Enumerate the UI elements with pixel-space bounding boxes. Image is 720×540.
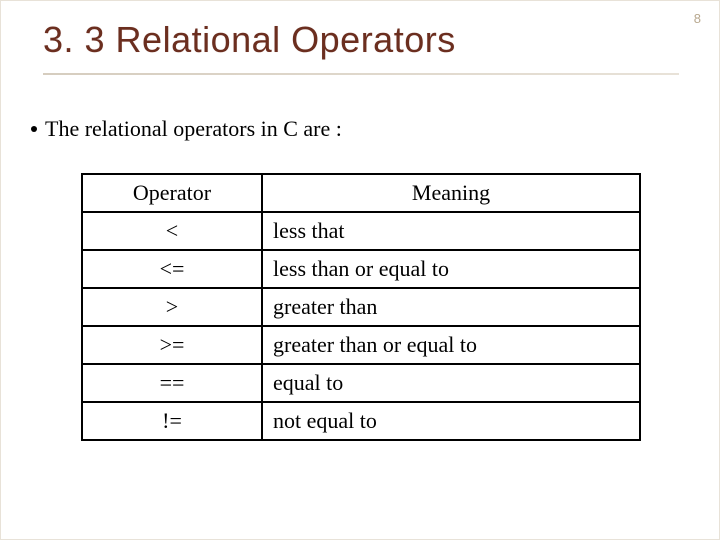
bullet-icon bbox=[31, 126, 37, 132]
bullet-text: The relational operators in C are : bbox=[45, 116, 342, 141]
cell-operator: > bbox=[82, 288, 262, 326]
table-row: == equal to bbox=[82, 364, 640, 402]
table-row: > greater than bbox=[82, 288, 640, 326]
cell-meaning: greater than bbox=[262, 288, 640, 326]
bullet-line: The relational operators in C are : bbox=[31, 116, 342, 142]
cell-meaning: equal to bbox=[262, 364, 640, 402]
table-row: != not equal to bbox=[82, 402, 640, 440]
col-header-meaning: Meaning bbox=[262, 174, 640, 212]
table-row: < less that bbox=[82, 212, 640, 250]
operators-table: Operator Meaning < less that <= less tha… bbox=[81, 173, 641, 441]
cell-operator: >= bbox=[82, 326, 262, 364]
cell-operator: < bbox=[82, 212, 262, 250]
cell-meaning: greater than or equal to bbox=[262, 326, 640, 364]
slide-title: 3. 3 Relational Operators bbox=[43, 19, 456, 61]
cell-operator: <= bbox=[82, 250, 262, 288]
page-number: 8 bbox=[694, 11, 701, 26]
cell-meaning: less than or equal to bbox=[262, 250, 640, 288]
cell-meaning: not equal to bbox=[262, 402, 640, 440]
cell-meaning: less that bbox=[262, 212, 640, 250]
table-row: <= less than or equal to bbox=[82, 250, 640, 288]
table-row: >= greater than or equal to bbox=[82, 326, 640, 364]
cell-operator: != bbox=[82, 402, 262, 440]
col-header-operator: Operator bbox=[82, 174, 262, 212]
title-underline bbox=[43, 73, 679, 75]
cell-operator: == bbox=[82, 364, 262, 402]
table-header-row: Operator Meaning bbox=[82, 174, 640, 212]
